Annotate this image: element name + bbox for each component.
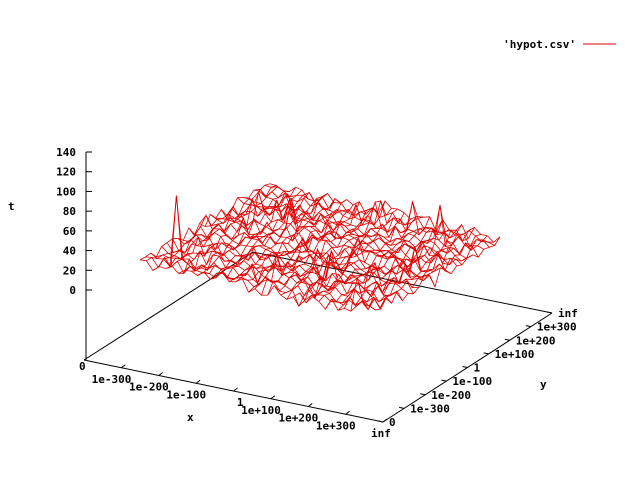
z-tick-label: 100 [56,185,76,198]
mesh-line-v [193,225,425,285]
x-tick-label: 1e+300 [316,419,356,432]
y-tick-mark [441,379,447,382]
z-tick-label: 60 [63,225,76,238]
y-tick-label: 1e+200 [516,334,556,347]
mesh-line-v [172,236,403,301]
y-tick-label: 1e+300 [537,321,577,334]
mesh-line-v [139,259,371,312]
y-tick-mark [377,420,384,423]
y-tick-label: inf [558,307,578,320]
y-tick-label: 1e-200 [431,389,471,402]
y-tick-label: 1e-300 [410,402,450,415]
surface-mesh [139,183,501,312]
x-origin-label: 0 [79,360,86,373]
mesh-line-v [269,183,501,243]
x-tick-mark [121,364,126,369]
z-tick-label: 120 [56,166,76,179]
mesh-line-v [237,197,468,262]
x-tick-mark [233,387,238,392]
mesh-line-v [253,188,485,251]
y-tick-mark [462,366,468,368]
mesh-line-v [156,254,387,309]
x-tick-mark [195,379,201,384]
y-tick-label: 1e-100 [452,375,492,388]
x-tick-label: 1e+100 [241,404,281,417]
mesh-line-u [139,183,271,261]
y-tick-mark [546,311,553,314]
z-tick-label: 20 [63,264,76,277]
x-tick-label: 1 [237,396,244,409]
x-tick-label: 1e-100 [166,388,206,401]
x-tick-mark [307,403,313,407]
z-tick-label: 0 [69,284,76,297]
mesh-line-v [242,197,474,259]
x-tick-mark [382,418,388,423]
mesh-line-v [204,217,436,287]
x-tick-label: 1e-300 [92,373,132,386]
mesh-line-v [145,256,376,311]
mesh-line-v [215,213,447,273]
mesh-line-v [188,227,419,289]
mesh-line-v [258,190,490,248]
back-left-edge [83,251,254,361]
x-tick-mark [270,395,276,400]
z-axis-ticks: 0 20 40 60 80 100 120 140 [56,146,92,297]
x-tick-mark [345,410,350,415]
z-tick-label: 40 [63,245,76,258]
y-tick-mark [399,406,405,409]
mesh-line-v [210,214,441,274]
y-tick-mark [504,338,510,341]
mesh-line-v [183,234,414,294]
x-axis-title: x [187,411,194,424]
y-tick-mark [420,393,426,396]
mesh-line-v [166,242,398,298]
y-axis-title: y [540,378,547,391]
x-tick-label: inf [371,427,391,440]
mesh-line-u [146,185,277,262]
z-tick-label: 80 [63,205,76,218]
legend-series-label: 'hypot.csv' [503,38,576,51]
mesh-line-v [199,214,430,282]
z-axis-title: t [8,200,15,213]
x-tick-label: 1e-200 [129,381,169,394]
y-tick-label: 0 [389,416,396,429]
y-tick-mark [525,325,531,328]
y-tick-label: 1 [474,362,481,375]
base-plane [83,251,553,423]
y-tick-label: 1e+100 [495,348,535,361]
z-tick-label: 140 [56,146,76,159]
x-tick-mark [158,372,164,376]
x-tick-label: 1e+200 [279,412,319,425]
y-tick-mark [483,352,489,355]
mesh-line-v [150,195,382,311]
mesh-line-v [264,185,495,246]
legend: 'hypot.csv' [503,38,616,51]
